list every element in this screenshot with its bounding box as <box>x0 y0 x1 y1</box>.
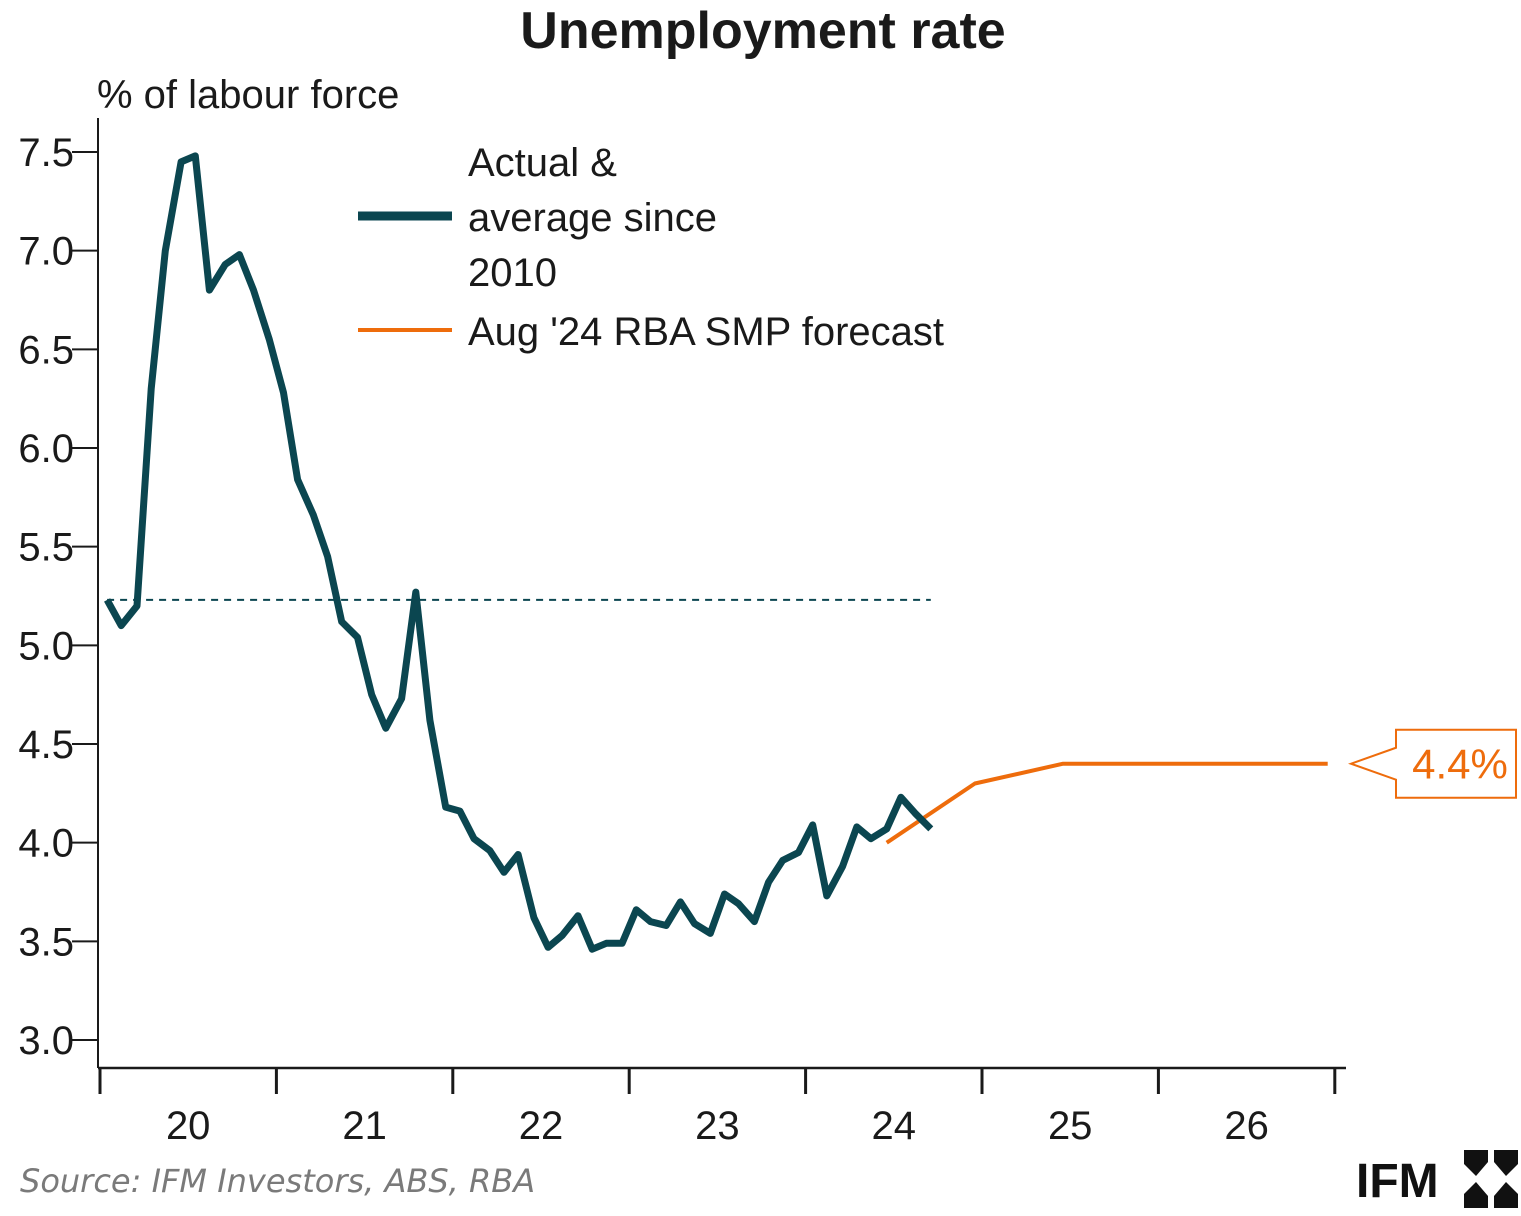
x-tick-label: 22 <box>519 1104 564 1148</box>
actual-series-line <box>104 152 934 953</box>
ifm-logo-text: IFM <box>1356 1155 1439 1208</box>
y-tick-label: 3.0 <box>18 1019 74 1063</box>
y-tick-label: 5.5 <box>18 526 74 570</box>
y-tick-label: 7.5 <box>18 131 74 175</box>
y-tick-label: 4.5 <box>18 723 74 767</box>
chart-title: Unemployment rate <box>520 2 1005 60</box>
legend-label-actual: 2010 <box>468 251 557 295</box>
y-tick-label: 6.0 <box>18 427 74 471</box>
y-tick-label: 5.0 <box>18 624 74 668</box>
x-tick-label: 20 <box>166 1104 211 1148</box>
legend-label-forecast: Aug '24 RBA SMP forecast <box>468 310 944 354</box>
ifm-mark-icon <box>1464 1150 1518 1208</box>
ifm-logo: IFM <box>1356 1150 1518 1208</box>
x-tick-label: 26 <box>1224 1104 1269 1148</box>
axes: 3.0 3.5 4.0 4.5 5.0 5.5 6.0 6.5 7.0 7.5 20 21 22 23 24… <box>18 118 1346 1148</box>
y-tick-label: 7.0 <box>18 230 74 274</box>
x-tick-label: 21 <box>342 1104 387 1148</box>
y-tick-label: 3.5 <box>18 920 74 964</box>
x-tick-label: 23 <box>695 1104 740 1148</box>
x-tick-label: 25 <box>1048 1104 1093 1148</box>
legend-label-actual: average since <box>468 196 717 240</box>
callout-value: 4.4% <box>1412 741 1508 788</box>
callout-box <box>1348 728 1517 799</box>
series-layer <box>104 152 1328 953</box>
legend-label-actual: Actual & <box>468 141 617 185</box>
forecast-series-line <box>885 761 1328 845</box>
x-tick-label: 24 <box>872 1104 917 1148</box>
source-note: Source: IFM Investors, ABS, RBA <box>20 1162 535 1200</box>
end-value-callout: 4.4% <box>1348 728 1517 799</box>
y-tick-label: 4.0 <box>18 822 74 866</box>
legend: Actual & average since 2010 Aug '24 RBA SMP… <box>358 141 944 354</box>
y-tick-label: 6.5 <box>18 328 74 372</box>
y-axis-label: % of labour force <box>97 73 399 117</box>
